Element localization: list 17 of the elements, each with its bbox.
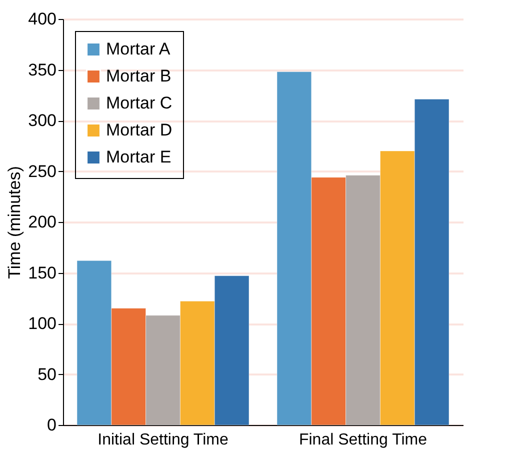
y-tick-label: 250: [28, 162, 56, 181]
y-tick-label: 100: [28, 314, 56, 333]
x-tick-label: Final Setting Time: [298, 432, 428, 448]
x-tick-label: Initial Setting Time: [98, 432, 228, 448]
y-tick-label: 400: [28, 10, 56, 28]
legend-label: Mortar A: [106, 40, 171, 58]
y-tick-label: 300: [28, 111, 56, 130]
y-axis-title: Time (minutes): [5, 166, 24, 279]
y-tick-label: 200: [28, 212, 56, 232]
y-tick-label: 150: [28, 263, 56, 282]
y-tick-label: 0: [47, 416, 56, 434]
y-tick-label: 50: [38, 364, 56, 384]
legend-label: Mortar B: [106, 66, 172, 86]
y-tick-label: 350: [28, 60, 56, 80]
legend-label: Mortar D: [106, 120, 172, 140]
legend-label: Mortar E: [106, 148, 172, 166]
legend-label: Mortar C: [106, 94, 172, 112]
